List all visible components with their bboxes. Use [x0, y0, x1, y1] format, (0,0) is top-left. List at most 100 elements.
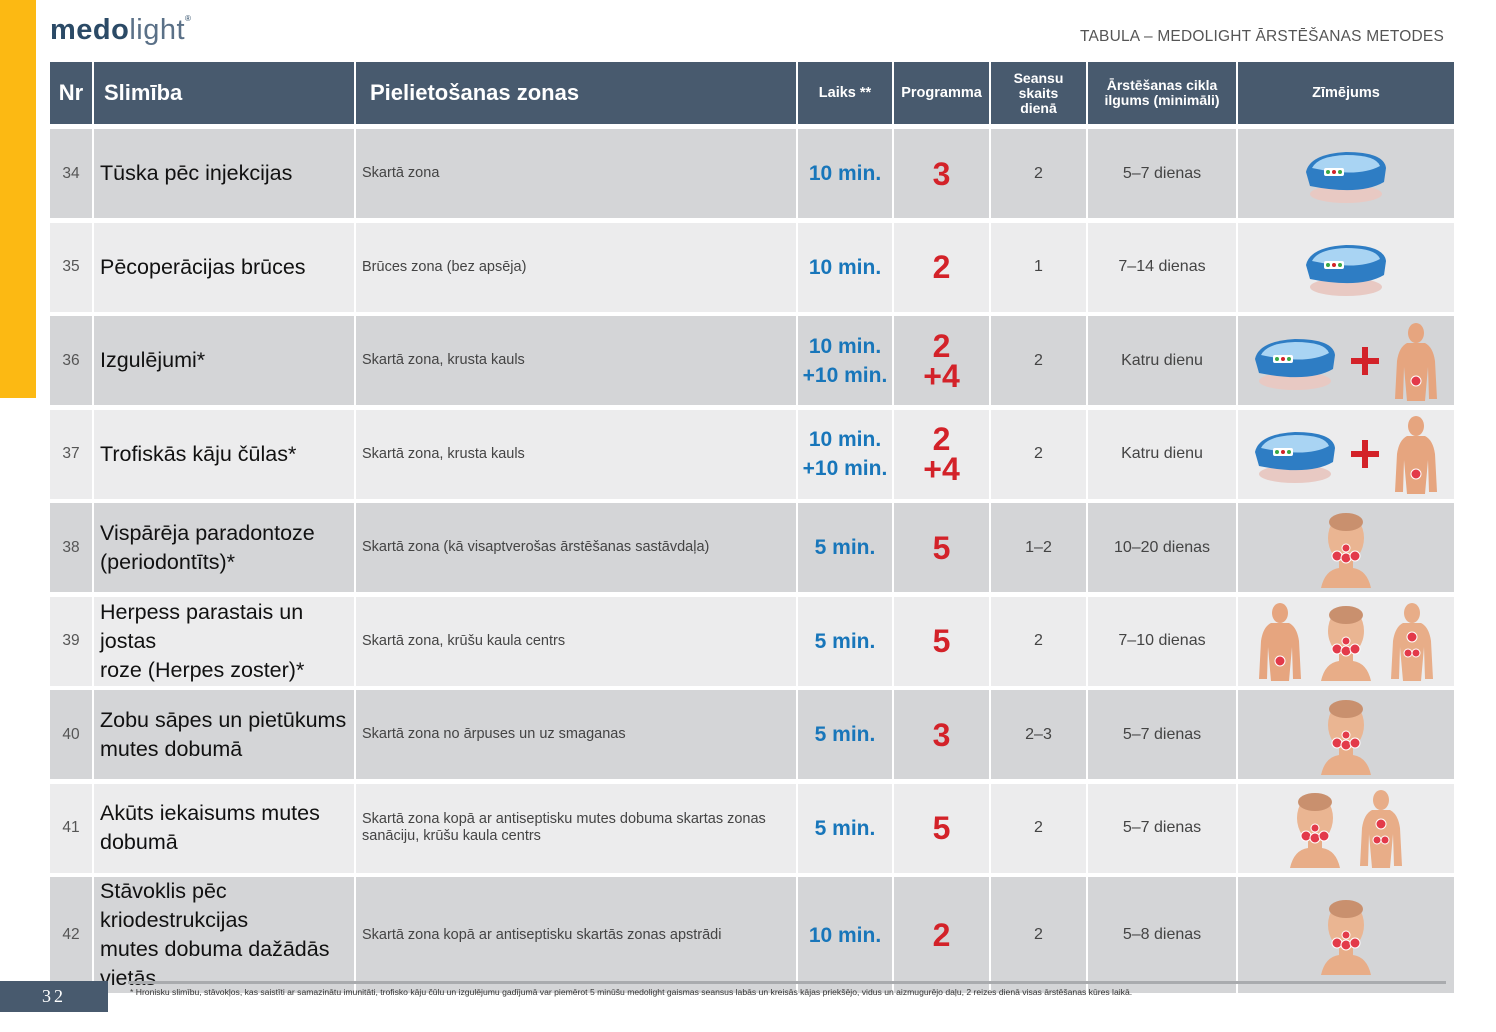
cell-slimiba: Stāvoklis pēc kriodestrukcijas mutes dobu…	[94, 877, 354, 993]
table-row: 34 Tūska pēc injekcijas Skartā zona 10 min.…	[50, 129, 1454, 218]
programma-value: 5	[932, 810, 951, 846]
programma-value: +4	[923, 451, 960, 487]
cell-nr: 34	[50, 129, 92, 218]
programma-value: 2	[932, 249, 951, 285]
cell-laiks: 10 min.	[798, 129, 892, 218]
face-image	[1315, 508, 1377, 588]
cell-nr: 39	[50, 596, 92, 686]
header-programma: Programma	[894, 62, 989, 124]
cell-slimiba: Zobu sāpes un pietūkums mutes dobumā	[94, 690, 354, 779]
laiks-value: 10 min.	[808, 428, 882, 451]
slimiba-line: roze (Herpes zoster)*	[100, 657, 305, 682]
cell-programma: 2	[894, 877, 989, 993]
slimiba-line: Herpess parastais un jostas	[100, 599, 304, 653]
programma-value: 2	[932, 327, 951, 364]
cell-zona: Skartā zona kopā ar antiseptisku mutes d…	[356, 783, 796, 873]
page-number: 32	[0, 981, 108, 1012]
cell-cikls: 7–10 dienas	[1088, 596, 1236, 686]
cell-nr: 38	[50, 503, 92, 592]
cell-cikls: 10–20 dienas	[1088, 503, 1236, 592]
zona-line: sanāciju, krūšu kaula centrs	[362, 828, 541, 844]
programma-value: 5	[932, 529, 951, 566]
slimiba-line: vietās	[100, 966, 157, 990]
zona-line: Skartā zona kopā ar antiseptisku skartās…	[362, 926, 722, 943]
cell-zimejums	[1238, 690, 1454, 779]
cell-programma: 5	[894, 783, 989, 873]
laiks-value: 10 min.	[808, 923, 882, 947]
programma-value: 3	[932, 155, 951, 192]
zona-line: Skartā zona, krusta kauls	[362, 352, 525, 368]
plus-icon	[1349, 438, 1381, 470]
header-seansu-skaits: Seansu skaits dienā	[991, 62, 1086, 124]
cell-zimejums	[1238, 596, 1454, 686]
cell-cikls: 5–7 dienas	[1088, 129, 1236, 218]
footer-divider	[128, 981, 1446, 984]
cell-programma: 5	[894, 503, 989, 592]
cell-slimiba: Tūska pēc injekcijas	[94, 129, 354, 218]
body-back-image	[1253, 601, 1307, 681]
cell-slimiba: Izgulējumi*	[94, 316, 354, 405]
laiks-value: 5 min.	[814, 629, 876, 653]
zona-line: Brūces zona (bez apsēja)	[362, 258, 527, 275]
cell-nr: 36	[50, 316, 92, 405]
header-cikla-ilgums: Ārstēšanas cikla ilgums (minimāli)	[1088, 62, 1236, 124]
header-zonas: Pielietošanas zonas	[356, 62, 796, 124]
table-row: 42 Stāvoklis pēc kriodestrukcijas mutes do…	[50, 877, 1454, 993]
header-laiks: Laiks **	[798, 62, 892, 124]
cell-seansi: 2	[991, 129, 1086, 218]
cell-nr: 37	[50, 409, 92, 499]
side-accent-bar	[0, 0, 36, 398]
laiks-value: +10 min.	[802, 363, 888, 387]
cell-zimejums	[1238, 129, 1454, 218]
cell-seansi: 1	[991, 222, 1086, 312]
cell-programma: 3	[894, 690, 989, 779]
body-back-image	[1389, 321, 1443, 401]
table-header: Nr Slimība Pielietošanas zonas Laiks ** …	[50, 62, 1454, 124]
cell-seansi: 1–2	[991, 503, 1086, 592]
cell-programma: 3	[894, 129, 989, 218]
table-row: 36 Izgulējumi* Skartā zona, krusta kauls 10…	[50, 316, 1454, 405]
table-row: 41 Akūts iekaisums mutes dobumā Skartā zona…	[50, 783, 1454, 873]
cell-slimiba: Vispārēja paradontoze (periodontīts)*	[94, 503, 354, 592]
cell-seansi: 2	[991, 409, 1086, 499]
slimiba-line: Vispārēja paradontoze	[100, 520, 315, 545]
cell-zona: Skartā zona no ārpuses un uz smaganas	[356, 690, 796, 779]
cell-slimiba: Pēcoperācijas brūces	[94, 222, 354, 312]
programma-value: 5	[932, 623, 951, 659]
programma-value: 2	[932, 917, 951, 953]
cell-zona: Skartā zona kopā ar antiseptisku skartās…	[356, 877, 796, 993]
cell-zimejums	[1238, 877, 1454, 993]
slimiba-line: Pēcoperācijas brūces	[100, 254, 306, 279]
zona-line: Skartā zona	[362, 165, 440, 181]
device-image	[1249, 329, 1341, 393]
cell-zimejums	[1238, 503, 1454, 592]
slimiba-line: Izgulējumi*	[100, 348, 206, 372]
laiks-value: 5 min.	[814, 816, 876, 840]
cell-nr: 42	[50, 877, 92, 993]
cell-seansi: 2	[991, 783, 1086, 873]
cell-seansi: 2	[991, 316, 1086, 405]
cell-programma: 2 +4	[894, 409, 989, 499]
device-image	[1300, 235, 1392, 299]
medolight-logo: medolight®	[50, 14, 192, 46]
body-front-image	[1354, 788, 1408, 868]
header-nr: Nr	[50, 62, 92, 124]
cell-zona: Skartā zona	[356, 129, 796, 218]
zona-line: Skartā zona, krusta kauls	[362, 445, 525, 462]
zona-line: Skartā zona kopā ar antiseptisku mutes d…	[362, 811, 766, 827]
table-row: 37 Trofiskās kāju čūlas* Skartā zona, krus…	[50, 409, 1454, 499]
laiks-value: 10 min.	[808, 334, 882, 358]
face-image	[1284, 788, 1346, 868]
footnote: * Hronisku slimību, stāvokļos, kas saist…	[130, 987, 1133, 997]
cell-nr: 40	[50, 690, 92, 779]
cell-zona: Skartā zona (kā visaptverošas ārstēšanas…	[356, 503, 796, 592]
cell-nr: 35	[50, 222, 92, 312]
table-row: 35 Pēcoperācijas brūces Brūces zona (bez a…	[50, 222, 1454, 312]
slimiba-line: mutes dobumā	[100, 736, 243, 761]
programma-value: +4	[923, 357, 960, 394]
face-image	[1315, 895, 1377, 975]
body-front-image	[1385, 601, 1439, 681]
device-image	[1249, 422, 1341, 486]
cell-cikls: 7–14 dienas	[1088, 222, 1236, 312]
slimiba-line: dobumā	[100, 830, 178, 854]
